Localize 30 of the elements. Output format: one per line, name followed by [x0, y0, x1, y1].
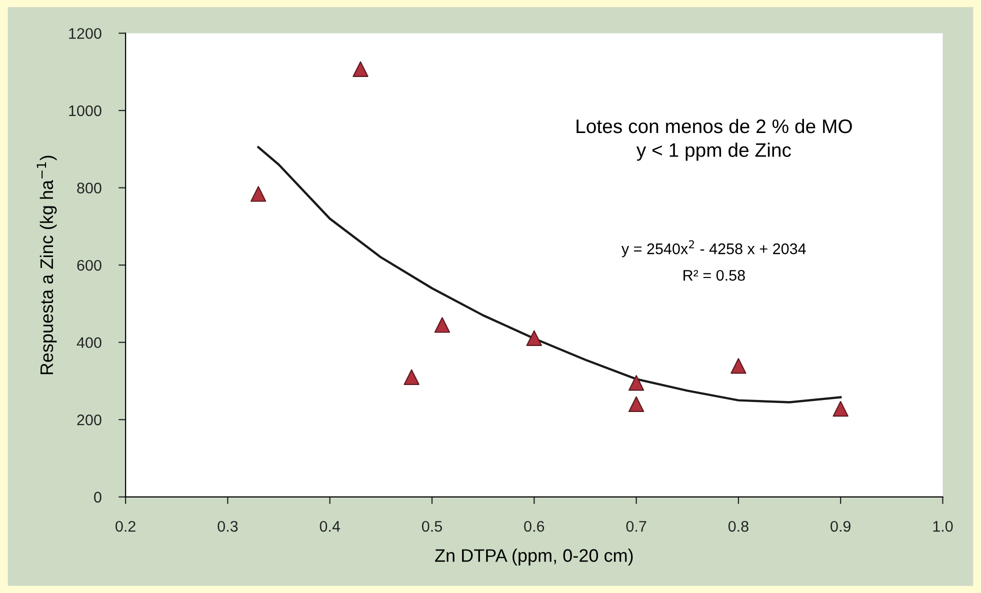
- x-tick-label: 0.9: [830, 520, 850, 532]
- y-tick-label: 200: [77, 414, 102, 426]
- y-tick-label: 0: [94, 492, 102, 503]
- annotation: y = 2540x$^{2}$ - 4258 x + 2034: [621, 240, 806, 258]
- x-tick-label: 0.4: [320, 520, 340, 532]
- point: [832, 400, 848, 417]
- y-tick-label: 600: [77, 260, 102, 271]
- x-axis-title: Zn DTPA (ppm, 0-20 cm): [435, 548, 633, 566]
- annotation: R² = 0.58: [684, 270, 745, 281]
- x-tick-label: 0.2: [116, 520, 136, 532]
- x-tick-label: 0.3: [218, 520, 238, 532]
- point: [404, 369, 420, 385]
- x-tick-label: 0.5: [422, 520, 442, 532]
- x-tick-label: 1.0: [933, 520, 953, 532]
- x-tick-label: 0.6: [524, 520, 544, 532]
- y-tick-label: 400: [76, 337, 102, 348]
- y-tick-label: 1200: [69, 28, 102, 39]
- point: [526, 330, 542, 346]
- y-tick-label: 1000: [69, 105, 102, 116]
- x-tick-label: 0.8: [728, 520, 748, 532]
- point: [352, 61, 368, 77]
- point: [250, 186, 266, 202]
- point: [434, 317, 450, 333]
- annotation: Lotes con menos de 2 % de MO y < 1 ppm de Zinc: [576, 118, 852, 161]
- point: [628, 375, 644, 391]
- x-tick-label: 0.7: [626, 520, 646, 532]
- point: [730, 358, 746, 374]
- y-axis-title: Respuesta a Zinc (kg ha$^{−1}$): [36, 156, 57, 374]
- y-tick-label: 800: [77, 182, 102, 194]
- point: [628, 396, 644, 412]
